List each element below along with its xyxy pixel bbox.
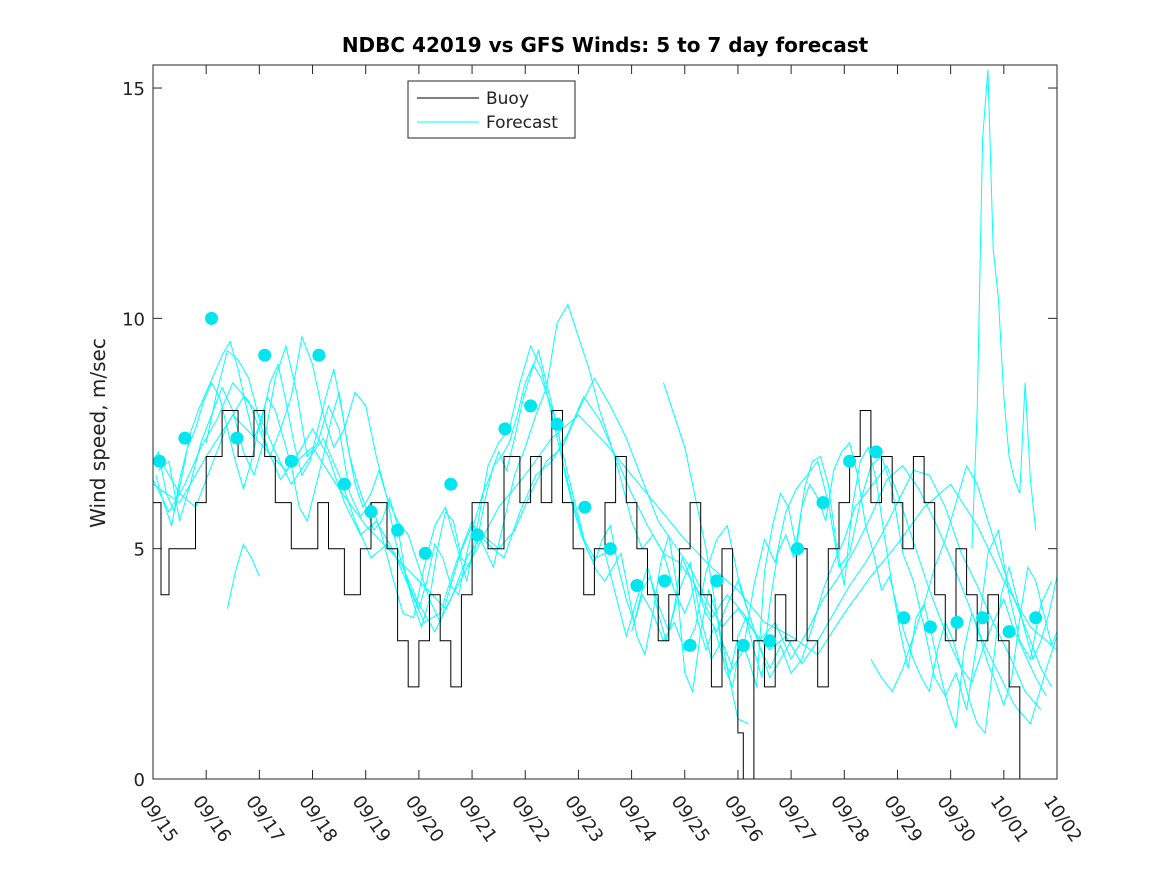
y-tick-label: 10	[122, 309, 145, 330]
forecast-marker	[364, 505, 378, 519]
forecast-marker	[205, 311, 218, 325]
forecast-marker	[976, 611, 990, 625]
forecast-line-8	[226, 542, 260, 609]
y-tick-label: 15	[122, 79, 145, 100]
forecast-marker	[1029, 611, 1043, 625]
forecast-marker	[230, 431, 244, 445]
x-tick-label: 09/19	[348, 792, 395, 847]
x-tick-label: 09/29	[879, 792, 926, 847]
x-tick-label: 10/02	[1039, 792, 1086, 847]
x-tick-label: 09/17	[241, 792, 288, 847]
forecast-marker	[524, 399, 538, 413]
forecast-line-10	[870, 464, 1053, 693]
x-tick-label: 09/20	[401, 792, 448, 847]
forecast-marker	[603, 542, 617, 556]
forecast-marker	[284, 454, 298, 468]
legend-box	[407, 80, 576, 139]
legend: Buoy Forecast	[407, 80, 576, 139]
forecast-marker	[418, 546, 432, 560]
forecast-marker	[791, 542, 804, 556]
chart-title: NDBC 42019 vs GFS Winds: 5 to 7 day fore…	[342, 33, 869, 57]
series-layer	[152, 69, 1058, 780]
forecast-line-5	[163, 377, 1042, 711]
forecast-marker	[630, 579, 644, 592]
forecast-marker	[736, 638, 750, 652]
x-tick-label: 09/26	[720, 792, 767, 847]
forecast-marker	[658, 574, 672, 588]
forecast-marker	[683, 638, 697, 652]
x-tick-label: 09/25	[667, 792, 714, 847]
x-tick-label: 09/16	[188, 792, 235, 847]
y-tick-label: 0	[134, 770, 145, 791]
x-tick-label: 09/23	[560, 792, 607, 847]
forecast-marker	[763, 634, 777, 648]
forecast-line-4	[152, 381, 1058, 725]
forecast-marker	[897, 611, 911, 625]
forecast-marker	[1002, 625, 1016, 639]
forecast-marker	[312, 348, 326, 362]
x-tick-label: 09/24	[614, 792, 661, 847]
forecast-marker	[816, 496, 830, 510]
forecast-line-1	[152, 340, 1058, 729]
marker-layer	[152, 311, 1043, 652]
forecast-marker	[843, 454, 857, 468]
forecast-line-7	[152, 414, 1058, 656]
plot-area	[153, 65, 1057, 779]
legend-buoy-label: Buoy	[486, 89, 529, 109]
x-tick-label: 09/28	[826, 792, 873, 847]
x-tick-label: 10/01	[986, 792, 1033, 847]
forecast-line-3	[157, 344, 1053, 711]
forecast-marker	[258, 348, 272, 362]
forecast-line-12	[663, 382, 749, 725]
forecast-marker	[710, 574, 724, 588]
x-tick-label: 09/21	[454, 792, 501, 847]
forecast-marker	[950, 615, 964, 629]
forecast-marker	[444, 477, 458, 491]
forecast-marker	[498, 422, 512, 436]
forecast-marker	[869, 445, 883, 459]
x-tick-label: 09/18	[294, 792, 341, 847]
legend-forecast-label: Forecast	[486, 113, 558, 133]
x-tick-label: 09/27	[773, 792, 820, 847]
y-axis-label: Wind speed, m/sec	[86, 338, 110, 528]
forecast-line-11	[971, 69, 1037, 549]
x-tick-label: 09/30	[933, 792, 980, 847]
forecast-marker	[178, 431, 192, 445]
forecast-marker	[337, 477, 351, 491]
forecast-marker	[391, 523, 405, 537]
forecast-marker	[470, 528, 484, 542]
forecast-line-2	[155, 348, 1058, 735]
x-tick-label: 09/15	[135, 792, 182, 847]
x-tick-label: 09/22	[507, 792, 554, 847]
forecast-marker	[578, 500, 592, 514]
y-tick-label: 5	[134, 540, 145, 561]
forecast-marker	[550, 417, 564, 431]
plot-frame	[152, 64, 1058, 780]
buoy-line	[153, 410, 1026, 780]
forecast-marker	[923, 620, 937, 634]
forecast-marker	[152, 454, 166, 468]
